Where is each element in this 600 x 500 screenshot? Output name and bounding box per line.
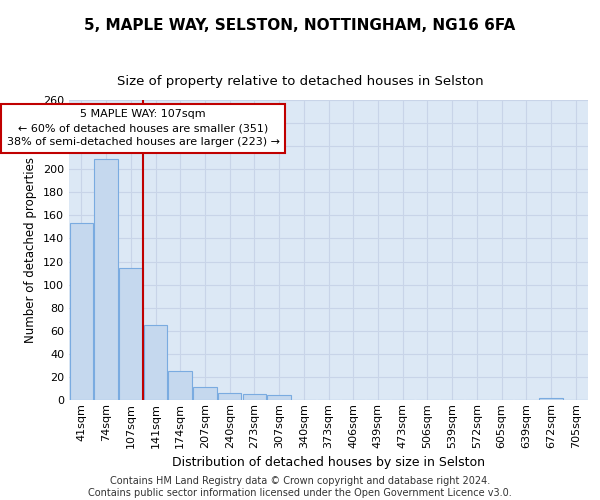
Text: Contains HM Land Registry data © Crown copyright and database right 2024.
Contai: Contains HM Land Registry data © Crown c… bbox=[88, 476, 512, 498]
Bar bbox=[94, 159, 118, 400]
Bar bbox=[242, 394, 266, 400]
Bar bbox=[193, 388, 217, 400]
Text: Size of property relative to detached houses in Selston: Size of property relative to detached ho… bbox=[116, 74, 484, 88]
Y-axis label: Number of detached properties: Number of detached properties bbox=[25, 157, 37, 343]
Text: 5 MAPLE WAY: 107sqm
← 60% of detached houses are smaller (351)
38% of semi-detac: 5 MAPLE WAY: 107sqm ← 60% of detached ho… bbox=[7, 109, 280, 147]
Bar bbox=[268, 396, 291, 400]
Bar bbox=[169, 371, 192, 400]
X-axis label: Distribution of detached houses by size in Selston: Distribution of detached houses by size … bbox=[172, 456, 485, 469]
Bar bbox=[119, 268, 143, 400]
Bar bbox=[539, 398, 563, 400]
Text: 5, MAPLE WAY, SELSTON, NOTTINGHAM, NG16 6FA: 5, MAPLE WAY, SELSTON, NOTTINGHAM, NG16 … bbox=[85, 18, 515, 32]
Bar bbox=[70, 224, 93, 400]
Bar bbox=[144, 325, 167, 400]
Bar bbox=[218, 393, 241, 400]
